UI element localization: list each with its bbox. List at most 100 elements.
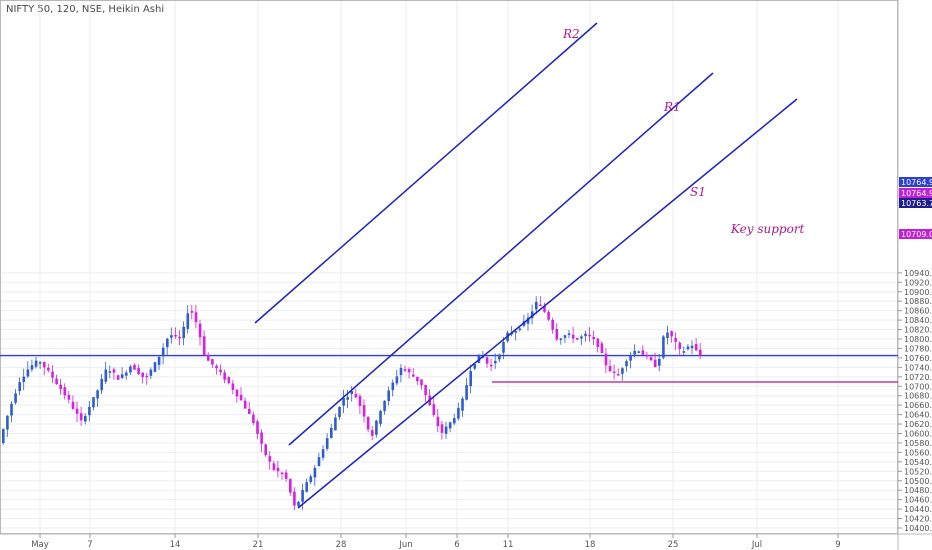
candle-body [399,367,403,376]
price-tick-label: 10800.00 [904,335,932,344]
candle-body [403,369,407,371]
candle-body [608,366,612,372]
candle-body [563,335,567,338]
candle-body [79,413,83,421]
time-tick-label: 7 [87,540,92,550]
candle-body [211,359,214,365]
candle-body [88,406,91,416]
chart-grid [0,0,898,534]
price-tag-bg [899,229,932,239]
candle-body [297,501,300,507]
candle-body [371,430,374,436]
price-tick-label: 10780.00 [904,344,932,353]
candle-body [38,362,42,364]
time-tick-label: 21 [253,540,264,550]
candle-body [584,333,587,337]
price-tick-label: 10620.00 [904,420,932,429]
candle-body [494,360,497,364]
candle-body [621,368,624,374]
channel-upper-line [254,22,598,324]
candle-body [231,383,235,390]
candle-body [649,357,653,361]
candle-body [555,328,559,340]
time-tick-label: 28 [336,540,347,550]
candle-body [686,346,690,350]
candle-body [387,390,390,401]
candle-body [219,369,222,373]
candle-body [14,393,17,403]
candle-body [178,336,181,339]
candle-body [153,362,157,372]
price-tag: 10764.97 [899,177,932,187]
candle-body [502,342,505,353]
price-tag: 10764.95 [899,188,932,198]
candle-body [55,378,58,385]
candle-body [637,351,641,353]
candle-body [26,369,30,377]
candle-body [600,343,604,354]
candle-body [498,354,501,360]
candle-body [59,384,62,390]
price-tick-label: 10820.00 [904,326,932,335]
price-tick-label: 10420.00 [904,515,932,524]
candle-body [84,415,87,422]
candle-body [260,432,263,444]
candle-body [596,338,600,348]
price-tick-label: 10680.00 [904,392,932,401]
candle-body [293,491,296,506]
candle-body [559,338,563,341]
candle-body [645,354,649,357]
candle-body [276,467,280,472]
candle-body [485,357,489,364]
time-tick-label: 25 [668,540,679,550]
time-tick-label: 9 [835,540,840,550]
candle-body [489,364,493,367]
candle-body [334,417,337,431]
candle-body [34,360,38,367]
candle-body [30,365,34,370]
candle-body [350,391,354,394]
candle-body [641,350,645,355]
candle-body [321,449,325,458]
annotation-s1: S1 [690,185,706,199]
price-tick-label: 10840.00 [904,316,932,325]
candle-body [207,354,210,361]
candle-body [2,429,5,443]
candle-body [104,369,108,382]
price-tag-bg [899,188,932,198]
candle-body [547,312,550,320]
candle-body [465,385,468,400]
candle-body [674,337,677,342]
time-tick-label: 6 [454,540,459,550]
candle-body [252,414,255,424]
candle-body [198,323,202,338]
candle-body [412,374,415,377]
candle-body [100,378,103,391]
annotation-r2: R2 [562,27,580,41]
price-tick-label: 10920.00 [904,278,932,287]
candle-body [268,456,272,462]
candle-body [629,355,632,361]
price-tick-label: 10640.00 [904,411,932,420]
candle-body [354,393,358,398]
candle-body [305,482,308,492]
candle-body [125,372,128,376]
price-tick-label: 10760.00 [904,354,932,363]
price-tick-label: 10880.00 [904,297,932,306]
candle-body [330,427,333,438]
candle-body [67,394,71,400]
candle-body [444,426,448,434]
price-tag: 10763.70 [899,198,932,208]
candle-body [391,382,395,391]
price-tag-bg [899,177,932,187]
price-tick-label: 10460.00 [904,496,932,505]
candle-body [248,408,251,414]
candle-body [280,472,284,475]
price-tag-bg [899,198,932,208]
candle-body [166,338,169,348]
candle-body [366,417,370,430]
candle-body [346,397,349,400]
candle-body [264,444,267,456]
candle-body [47,367,50,371]
